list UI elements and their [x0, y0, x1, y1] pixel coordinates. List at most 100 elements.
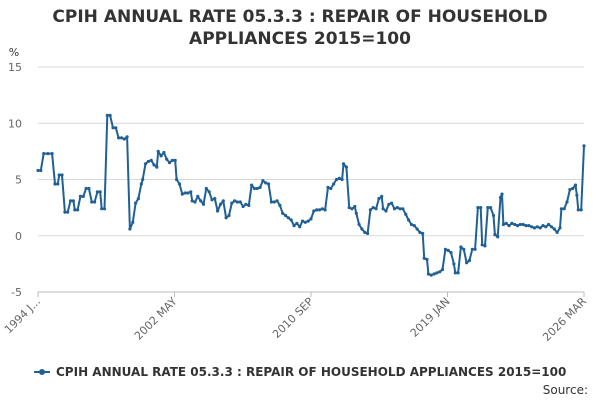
- data-point[interactable]: [524, 224, 528, 228]
- data-point[interactable]: [100, 207, 104, 211]
- data-point[interactable]: [102, 207, 107, 211]
- data-point[interactable]: [93, 200, 97, 204]
- data-point[interactable]: [216, 209, 220, 213]
- data-point[interactable]: [500, 192, 504, 196]
- data-point[interactable]: [443, 247, 447, 251]
- data-point[interactable]: [467, 258, 471, 263]
- data-point[interactable]: [36, 168, 40, 173]
- data-point[interactable]: [538, 226, 542, 230]
- data-point[interactable]: [507, 224, 511, 228]
- data-point[interactable]: [418, 230, 422, 234]
- data-point[interactable]: [486, 206, 490, 210]
- data-point[interactable]: [337, 176, 341, 180]
- data-point[interactable]: [114, 126, 118, 130]
- data-point[interactable]: [141, 177, 145, 182]
- data-point[interactable]: [46, 152, 50, 156]
- data-point[interactable]: [180, 192, 184, 196]
- data-point[interactable]: [510, 221, 514, 225]
- data-point[interactable]: [518, 222, 522, 227]
- data-point[interactable]: [139, 182, 143, 186]
- data-point[interactable]: [272, 200, 276, 204]
- data-point[interactable]: [119, 136, 124, 140]
- data-point[interactable]: [57, 173, 61, 177]
- data-point[interactable]: [440, 267, 445, 272]
- data-point[interactable]: [201, 202, 206, 206]
- data-point[interactable]: [95, 190, 99, 194]
- data-point[interactable]: [177, 182, 182, 186]
- data-point[interactable]: [117, 136, 121, 140]
- data-point[interactable]: [552, 227, 556, 231]
- data-point[interactable]: [421, 231, 425, 236]
- data-point[interactable]: [170, 158, 174, 162]
- data-point[interactable]: [559, 207, 564, 211]
- data-point[interactable]: [532, 226, 537, 230]
- data-point[interactable]: [453, 271, 457, 275]
- data-point[interactable]: [312, 209, 316, 213]
- data-point[interactable]: [306, 219, 310, 223]
- data-point[interactable]: [136, 197, 140, 201]
- data-point[interactable]: [470, 247, 474, 251]
- data-point[interactable]: [186, 191, 190, 195]
- data-point[interactable]: [541, 224, 545, 228]
- data-point[interactable]: [513, 222, 517, 227]
- data-point[interactable]: [360, 227, 364, 231]
- data-point[interactable]: [404, 212, 408, 216]
- data-point[interactable]: [422, 256, 426, 260]
- data-point[interactable]: [292, 224, 296, 228]
- data-point[interactable]: [238, 200, 242, 204]
- data-point[interactable]: [341, 162, 346, 166]
- data-point[interactable]: [275, 199, 279, 203]
- data-point[interactable]: [241, 204, 245, 209]
- data-point[interactable]: [366, 231, 370, 236]
- data-point[interactable]: [582, 144, 586, 148]
- data-point[interactable]: [224, 216, 228, 220]
- data-point[interactable]: [204, 186, 208, 191]
- data-point[interactable]: [196, 194, 200, 198]
- data-point[interactable]: [122, 137, 126, 141]
- data-point[interactable]: [390, 201, 394, 205]
- data-point[interactable]: [111, 126, 115, 130]
- data-point[interactable]: [357, 222, 361, 227]
- data-point[interactable]: [81, 194, 85, 198]
- data-point[interactable]: [549, 225, 554, 229]
- data-point[interactable]: [90, 200, 94, 204]
- data-point[interactable]: [387, 202, 391, 206]
- data-point[interactable]: [146, 159, 150, 164]
- data-point[interactable]: [315, 208, 319, 212]
- data-point[interactable]: [63, 210, 67, 214]
- data-point[interactable]: [323, 208, 327, 212]
- data-point[interactable]: [558, 226, 562, 230]
- data-point[interactable]: [247, 203, 251, 207]
- data-point[interactable]: [286, 216, 290, 220]
- data-point[interactable]: [409, 222, 413, 227]
- data-point[interactable]: [190, 199, 194, 203]
- data-point[interactable]: [496, 235, 500, 239]
- data-point[interactable]: [392, 207, 397, 211]
- data-point[interactable]: [230, 201, 234, 205]
- data-point[interactable]: [149, 158, 153, 162]
- data-point[interactable]: [384, 209, 388, 213]
- data-point[interactable]: [235, 200, 239, 204]
- data-point[interactable]: [353, 204, 357, 209]
- data-point[interactable]: [143, 162, 148, 166]
- data-point[interactable]: [42, 152, 46, 156]
- data-point[interactable]: [377, 197, 381, 201]
- data-point[interactable]: [167, 161, 172, 165]
- data-point[interactable]: [491, 213, 496, 218]
- data-point[interactable]: [374, 207, 378, 211]
- data-point[interactable]: [398, 207, 402, 211]
- data-point[interactable]: [456, 271, 460, 275]
- data-point[interactable]: [283, 213, 288, 218]
- data-point[interactable]: [76, 208, 80, 212]
- data-point[interactable]: [571, 186, 575, 191]
- data-point[interactable]: [134, 201, 138, 205]
- data-point[interactable]: [317, 208, 322, 212]
- data-point[interactable]: [579, 208, 583, 212]
- data-point[interactable]: [108, 113, 112, 117]
- data-point[interactable]: [530, 225, 534, 229]
- data-point[interactable]: [432, 272, 436, 276]
- data-point[interactable]: [300, 219, 305, 223]
- data-point[interactable]: [535, 225, 539, 229]
- data-point[interactable]: [189, 190, 193, 194]
- data-point[interactable]: [73, 208, 77, 212]
